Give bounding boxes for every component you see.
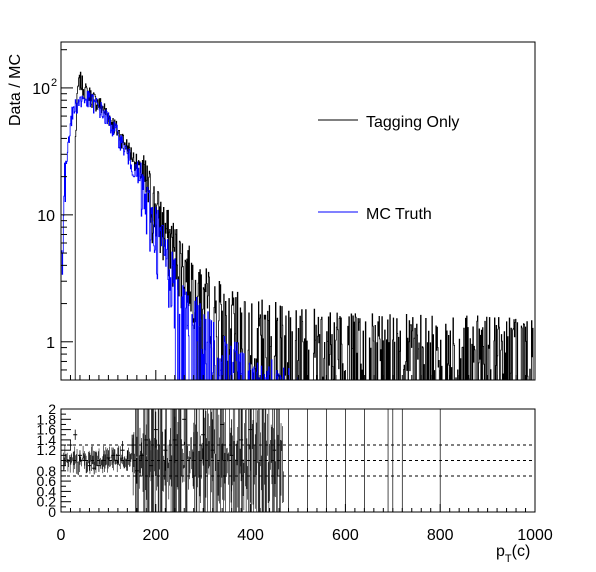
ratio-y-tick-label: 1.4 — [37, 432, 57, 448]
x-axis-label-subscript: T — [505, 553, 512, 565]
ratio-x-tick-label: 600 — [332, 527, 359, 544]
ratio-x-tick-label: 1000 — [517, 527, 553, 544]
ratio-y-ticks: 00.20.40.60.8 1.21.41.61.82 — [37, 401, 71, 520]
ratio-y-tick-label: 0.8 — [37, 463, 57, 479]
ratio-y-tick-label: 1.6 — [37, 422, 57, 438]
ratio-x-tick-label: 0 — [57, 527, 66, 544]
ratio-y-tick-label: 2 — [48, 401, 56, 417]
main-x-ticks — [60, 370, 536, 380]
ratio-y-tick-label: 0.4 — [37, 483, 57, 499]
ratio-x-tick-label: 400 — [237, 527, 264, 544]
main-series-group — [60, 71, 536, 381]
main-y-tick-label: 10 — [32, 81, 50, 98]
ratio-x-ticks: 0 200 400 600 800 1000 — [57, 504, 553, 544]
legend: Tagging Only MC Truth — [318, 114, 459, 223]
legend-label-tagging-only: Tagging Only — [366, 114, 459, 131]
ratio-x-tick-label: 800 — [427, 527, 454, 544]
ratio-x-axis-label: pT(c) — [496, 543, 530, 565]
main-y-tick-label: 1 — [46, 335, 55, 352]
ratio-y-tick-label: 0.6 — [37, 473, 57, 489]
main-y-tick-label: 10 — [37, 208, 55, 225]
x-axis-label-main: p — [496, 543, 505, 560]
ratio-x-tick-label: 200 — [142, 527, 169, 544]
ratio-y-tick-label: 1.8 — [37, 411, 57, 427]
ratio-y-tick-label: 0 — [48, 504, 56, 520]
series-line-tagging-only — [74, 71, 536, 381]
ratio-series-group — [63, 409, 441, 512]
main-y-axis-label: Data / MC — [7, 54, 24, 126]
x-axis-label-suffix: (c) — [512, 543, 531, 560]
ratio-y-tick-label: 0.2 — [37, 494, 57, 510]
ratio-y-tick-label: 1.2 — [37, 442, 57, 458]
ratio-panel: 00.20.40.60.81.21.41.61.82 0 200 400 600 800… — [37, 401, 553, 565]
legend-label-mc-truth: MC Truth — [366, 206, 432, 223]
main-y-tick-label-exponent: 2 — [51, 77, 57, 89]
